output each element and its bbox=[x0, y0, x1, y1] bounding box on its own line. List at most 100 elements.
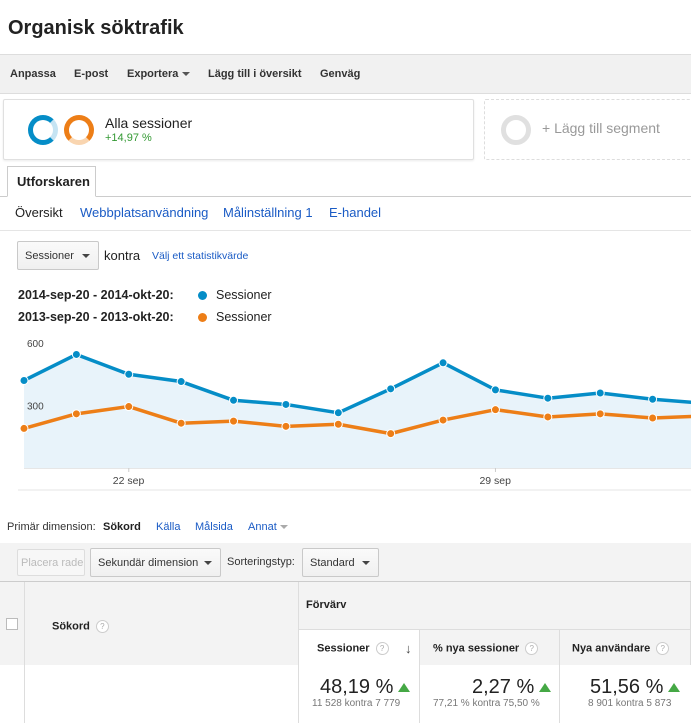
help-icon[interactable]: ? bbox=[656, 642, 670, 655]
primary-dimension-label: Primär dimension: bbox=[7, 521, 96, 533]
data-point-current bbox=[490, 385, 500, 395]
chevron-down-icon bbox=[182, 72, 191, 77]
add-segment-button[interactable]: + Lägg till segment bbox=[484, 99, 691, 160]
export-menu[interactable]: Exportera bbox=[127, 68, 191, 80]
acquisition-header-label: Förvärv bbox=[306, 599, 347, 611]
summary-new-sessions-cell bbox=[420, 665, 560, 723]
new-sessions-header-label: % nya sessioner? bbox=[433, 642, 539, 655]
sessions-column-header[interactable] bbox=[299, 630, 420, 666]
segment-name: Alla sessioner bbox=[105, 115, 193, 131]
series-line-previous bbox=[23, 404, 691, 436]
data-point-previous bbox=[386, 429, 396, 439]
new-users-change-value: 51,56 % bbox=[590, 676, 681, 699]
arrow-up-icon bbox=[539, 683, 552, 693]
data-point-current bbox=[595, 388, 605, 398]
export-label: Exportera bbox=[127, 68, 179, 80]
help-icon[interactable]: ? bbox=[95, 620, 109, 633]
data-point-current bbox=[124, 369, 134, 379]
chevron-down-icon bbox=[82, 254, 90, 258]
data-point-current bbox=[333, 408, 343, 418]
data-point-previous bbox=[176, 418, 186, 428]
tab-explorer[interactable]: Utforskaren bbox=[7, 166, 96, 197]
legend-entry-current: 2014-sep-20 - 2014-okt-20: Sessioner bbox=[18, 288, 272, 302]
data-point-previous bbox=[124, 402, 134, 412]
sort-descending-icon[interactable]: ↓ bbox=[405, 641, 412, 656]
email-button[interactable]: E-post bbox=[74, 68, 109, 80]
sort-type-select[interactable]: Standard bbox=[302, 548, 379, 577]
subnav-overview[interactable]: Översikt bbox=[15, 205, 63, 220]
series-area-current bbox=[24, 354, 691, 468]
segment-card-all-sessions[interactable]: Alla sessioner +14,97 % bbox=[3, 99, 474, 160]
new-sessions-change-value: 2,27 % bbox=[472, 676, 552, 699]
metric-select-value: Sessioner bbox=[25, 250, 74, 262]
summary-keyword-cell bbox=[25, 665, 299, 723]
new-users-header-label: Nya användare? bbox=[572, 642, 670, 655]
data-table bbox=[0, 581, 691, 582]
data-point-current bbox=[386, 384, 396, 394]
help-icon[interactable]: ? bbox=[375, 642, 389, 655]
plot-rows-button[interactable]: Placera rader bbox=[17, 549, 85, 576]
data-point-previous bbox=[333, 419, 343, 429]
data-point-previous bbox=[595, 409, 605, 419]
segment-ring-orange-icon bbox=[64, 115, 94, 145]
series-line-current bbox=[23, 352, 691, 415]
add-to-dashboard-button[interactable]: Lägg till i översikt bbox=[208, 68, 302, 80]
secondary-dimension-select[interactable]: Sekundär dimension bbox=[90, 548, 221, 577]
subnav-site-usage[interactable]: Webbplatsanvändning bbox=[80, 205, 209, 220]
sessions-change-value: 48,19 % bbox=[320, 676, 411, 699]
data-point-previous bbox=[543, 412, 553, 422]
acquisition-group-header bbox=[299, 582, 691, 630]
data-point-current bbox=[176, 377, 186, 387]
series-name-previous: Sessioner bbox=[216, 310, 272, 324]
dimension-keyword[interactable]: Sökord bbox=[103, 521, 141, 533]
data-point-previous bbox=[490, 405, 500, 415]
data-point-current bbox=[438, 358, 448, 368]
chevron-down-icon bbox=[279, 525, 288, 530]
x-tick-label: 22 sep bbox=[113, 475, 145, 487]
data-point-previous bbox=[19, 423, 29, 433]
arrow-up-icon bbox=[398, 683, 411, 693]
new-sessions-change-text: 2,27 % bbox=[472, 676, 535, 698]
summary-new-users-cell bbox=[560, 665, 691, 723]
legend-entry-previous: 2013-sep-20 - 2013-okt-20: Sessioner bbox=[18, 310, 272, 324]
series-dot-icon bbox=[198, 313, 207, 322]
customize-button[interactable]: Anpassa bbox=[10, 68, 56, 80]
metric-select[interactable]: Sessioner bbox=[17, 241, 99, 270]
keyword-column-header[interactable] bbox=[25, 582, 299, 666]
dimension-other[interactable]: Annat bbox=[248, 521, 288, 533]
help-icon[interactable]: ? bbox=[525, 642, 539, 655]
date-range-current: 2014-sep-20 - 2014-okt-20: bbox=[18, 288, 174, 302]
series-name-current: Sessioner bbox=[216, 288, 272, 302]
add-segment-label: + Lägg till segment bbox=[542, 120, 660, 136]
dimension-source[interactable]: Källa bbox=[156, 521, 181, 533]
dimension-landing-page[interactable]: Målsida bbox=[195, 521, 233, 533]
select-all-checkbox[interactable] bbox=[6, 618, 18, 630]
data-point-previous bbox=[229, 416, 239, 426]
data-point-previous bbox=[648, 413, 658, 423]
sessions-header-label: Sessioner? bbox=[317, 642, 389, 655]
summary-sessions-cell bbox=[299, 665, 420, 723]
subnav-goal-set-1[interactable]: Målinställning 1 bbox=[223, 205, 313, 220]
tab-strip bbox=[0, 196, 691, 197]
data-point-current bbox=[71, 349, 81, 359]
new-users-change-text: 51,56 % bbox=[590, 676, 664, 698]
data-point-previous bbox=[281, 421, 291, 431]
keyword-header-text: Sökord bbox=[52, 620, 90, 633]
report-toolbar: Anpassa E-post Exportera Lägg till i öve… bbox=[0, 54, 691, 94]
new-sessions-comparison: 77,21 % kontra 75,50 % bbox=[433, 698, 540, 709]
shortcut-button[interactable]: Genväg bbox=[320, 68, 361, 80]
data-point-previous bbox=[71, 409, 81, 419]
date-range-previous: 2013-sep-20 - 2013-okt-20: bbox=[18, 310, 174, 324]
data-point-current bbox=[229, 395, 239, 405]
empty-segment-ring-icon bbox=[501, 115, 531, 145]
subnav-ecommerce[interactable]: E-handel bbox=[329, 205, 382, 220]
x-tick-label: 29 sep bbox=[479, 475, 511, 487]
pick-metric-link[interactable]: Välj ett statistikvärde bbox=[152, 250, 249, 262]
data-point-current bbox=[543, 393, 553, 403]
active-dimension-marker bbox=[101, 538, 137, 549]
page-title: Organisk söktrafik bbox=[8, 17, 184, 39]
divider bbox=[0, 230, 691, 231]
secondary-dimension-label: Sekundär dimension bbox=[98, 557, 199, 569]
data-point-current bbox=[19, 376, 29, 385]
chevron-down-icon bbox=[362, 561, 370, 565]
